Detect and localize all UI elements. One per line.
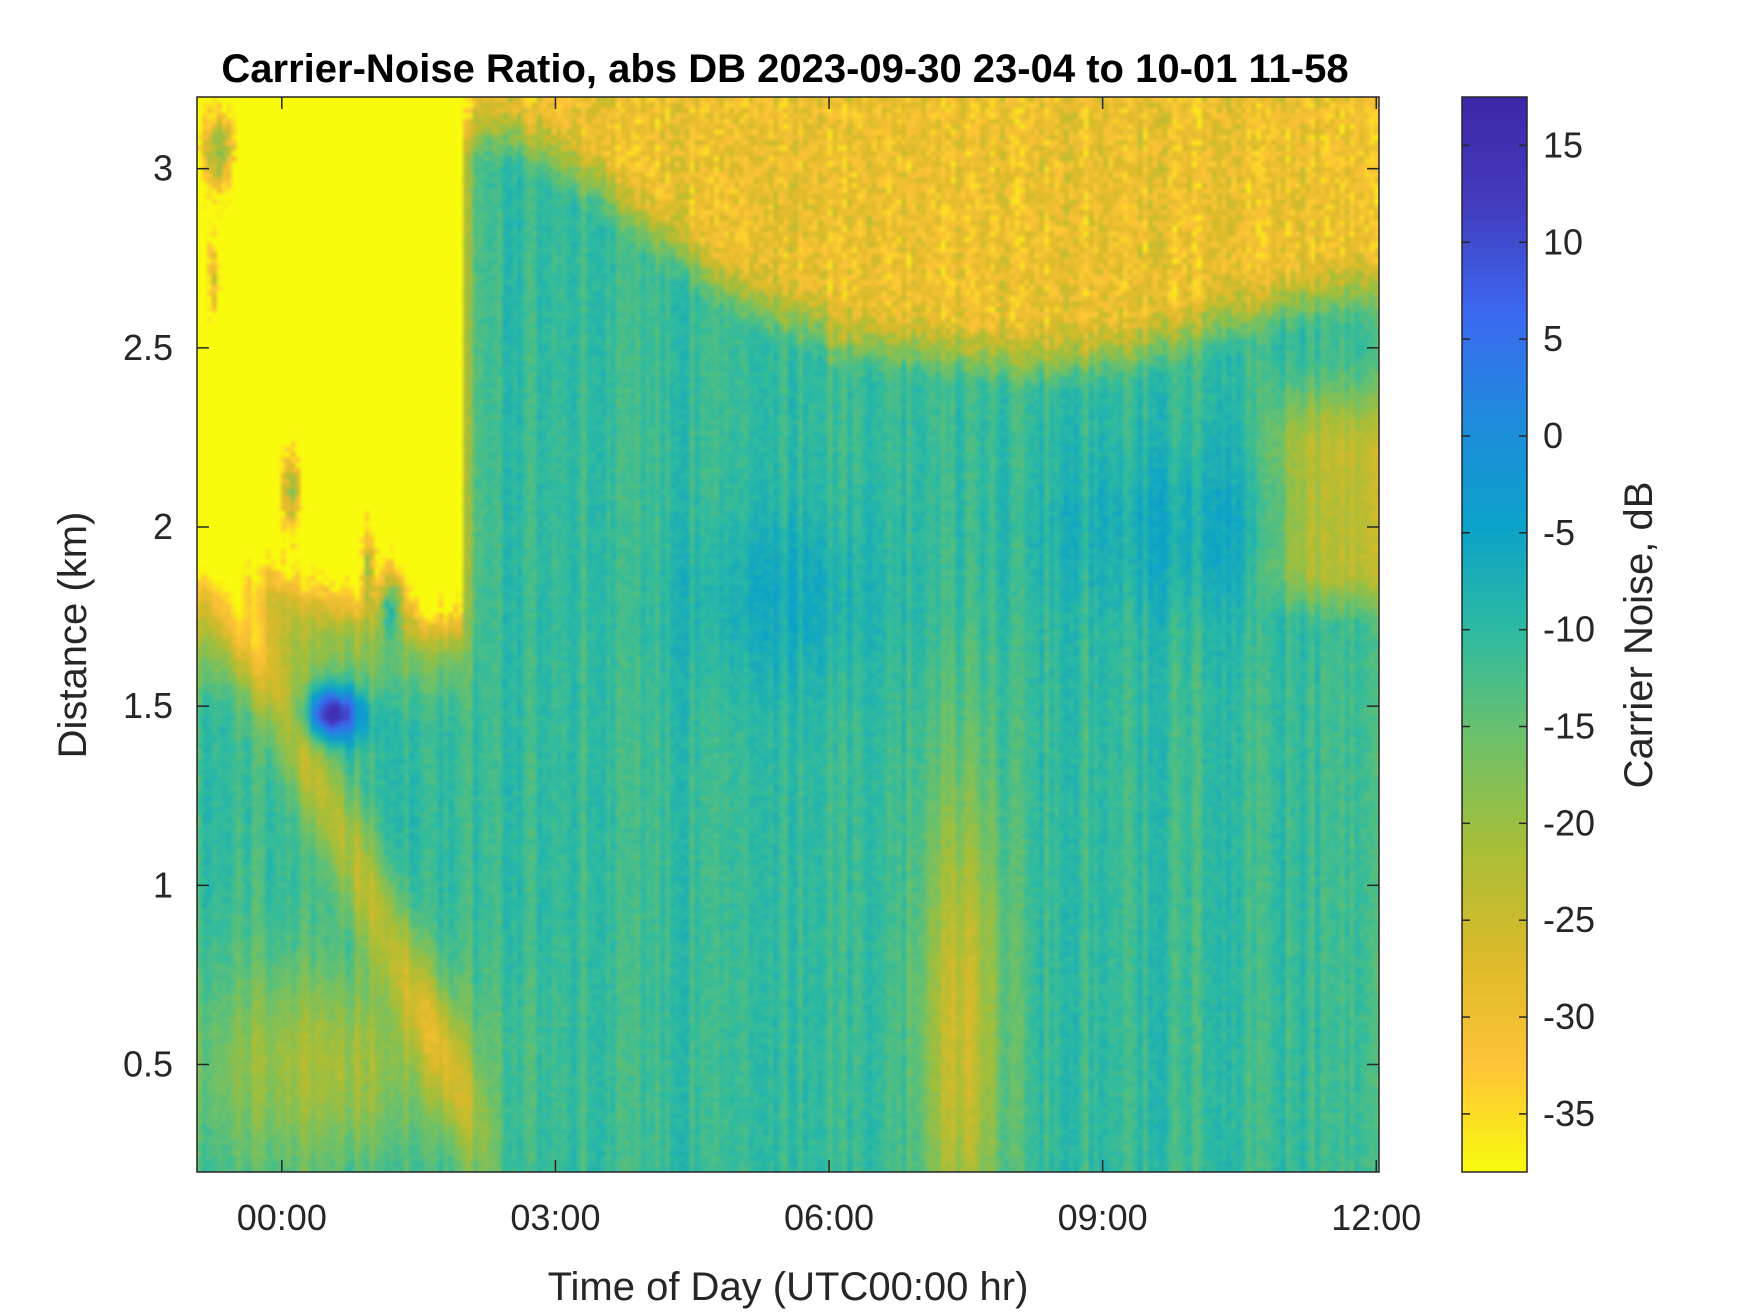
y-axis-label: Distance (km) [51,512,95,759]
plot-frame [196,96,1380,1173]
colorbar: 15 10 5 0 -5 -10 -15 -20 -25 -30 -35 [1461,96,1595,1173]
y-axis-ticks: 0.5 1 1.5 2 2.5 3 [123,148,1379,1085]
x-axis-ticks: 00:00 03:00 06:00 09:00 12:00 [237,97,1421,1238]
colorbar-ticks: 15 10 5 0 -5 -10 -15 -20 -25 -30 -35 [1462,124,1595,1134]
colorbar-tick-label: -20 [1543,802,1595,843]
colorbar-tick-label: -15 [1543,706,1595,747]
y-tick-label: 3 [153,148,173,189]
y-tick-label: 1 [153,864,173,905]
colorbar-tick-label: -35 [1543,1093,1595,1134]
y-tick-label: 2 [153,506,173,547]
colorbar-tick-label: -5 [1543,512,1575,553]
colorbar-label: Carrier Noise, dB [1617,482,1661,789]
colorbar-tick-label: -30 [1543,996,1595,1037]
colorbar-gradient [1462,97,1527,1172]
colorbar-tick-label: -10 [1543,609,1595,650]
x-tick-label: 09:00 [1058,1197,1148,1238]
x-tick-label: 12:00 [1331,1197,1421,1238]
x-tick-label: 06:00 [784,1197,874,1238]
heatmap-image [197,97,1379,1172]
colorbar-tick-label: 10 [1543,221,1583,262]
chart-title: Carrier-Noise Ratio, abs DB 2023-09-30 2… [221,47,1348,91]
colorbar-tick-label: 5 [1543,318,1563,359]
y-tick-label: 2.5 [123,327,173,368]
colorbar-tick-label: 0 [1543,415,1563,456]
x-tick-label: 00:00 [237,1197,327,1238]
x-axis-label: Time of Day (UTC00:00 hr) [548,1265,1029,1309]
colorbar-tick-label: 15 [1543,124,1583,165]
y-tick-label: 1.5 [123,685,173,726]
colorbar-frame [1461,96,1528,1173]
colorbar-tick-label: -25 [1543,899,1595,940]
plot-area [196,96,1380,1173]
x-tick-label: 03:00 [510,1197,600,1238]
y-tick-label: 0.5 [123,1044,173,1085]
